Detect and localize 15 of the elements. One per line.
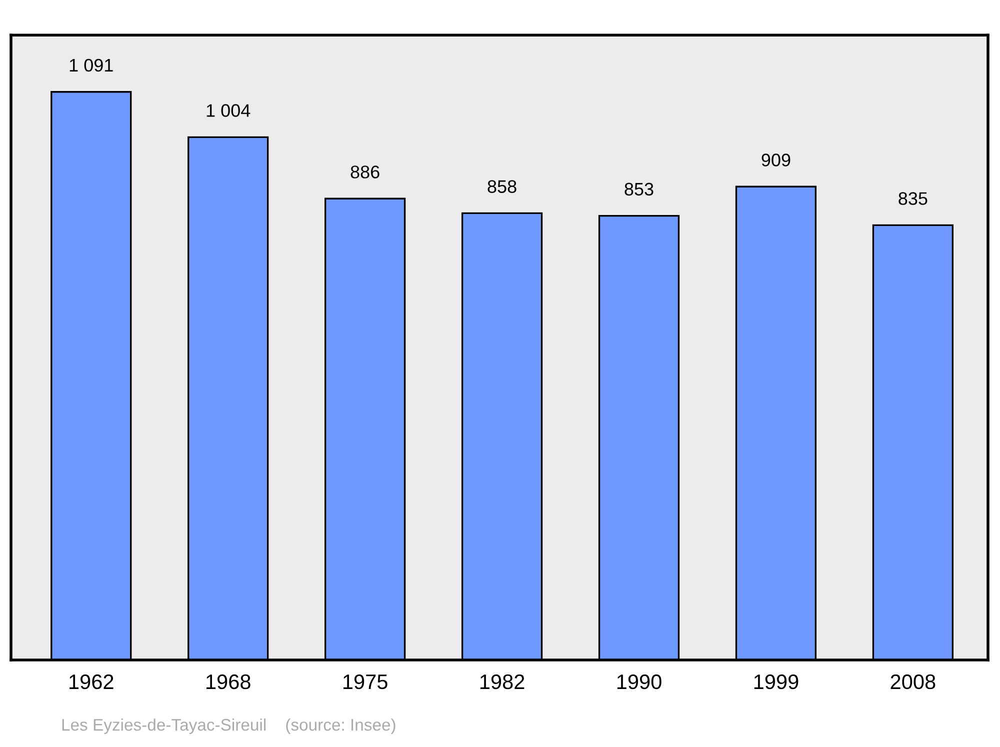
x-tick-label: 1999 xyxy=(754,674,798,690)
data-label: 909 xyxy=(762,154,790,166)
data-label: 835 xyxy=(898,192,928,205)
x-tick-label: 1990 xyxy=(617,674,662,690)
data-label: 853 xyxy=(624,182,654,196)
x-tick-label: 1962 xyxy=(70,674,114,690)
data-label: 886 xyxy=(350,166,380,178)
text: Les Eyzies-de-Tayac-Sireuil (source: Insee) xyxy=(62,718,396,734)
data-label: 1 004 xyxy=(206,104,250,117)
data-label: 1 091 xyxy=(70,58,113,72)
x-tick-label: 1982 xyxy=(480,674,524,690)
x-tick-label: 2008 xyxy=(890,674,936,690)
x-tick-label: 1975 xyxy=(343,674,388,690)
x-tick-label: 1968 xyxy=(206,674,250,690)
data-label: 858 xyxy=(488,180,516,193)
